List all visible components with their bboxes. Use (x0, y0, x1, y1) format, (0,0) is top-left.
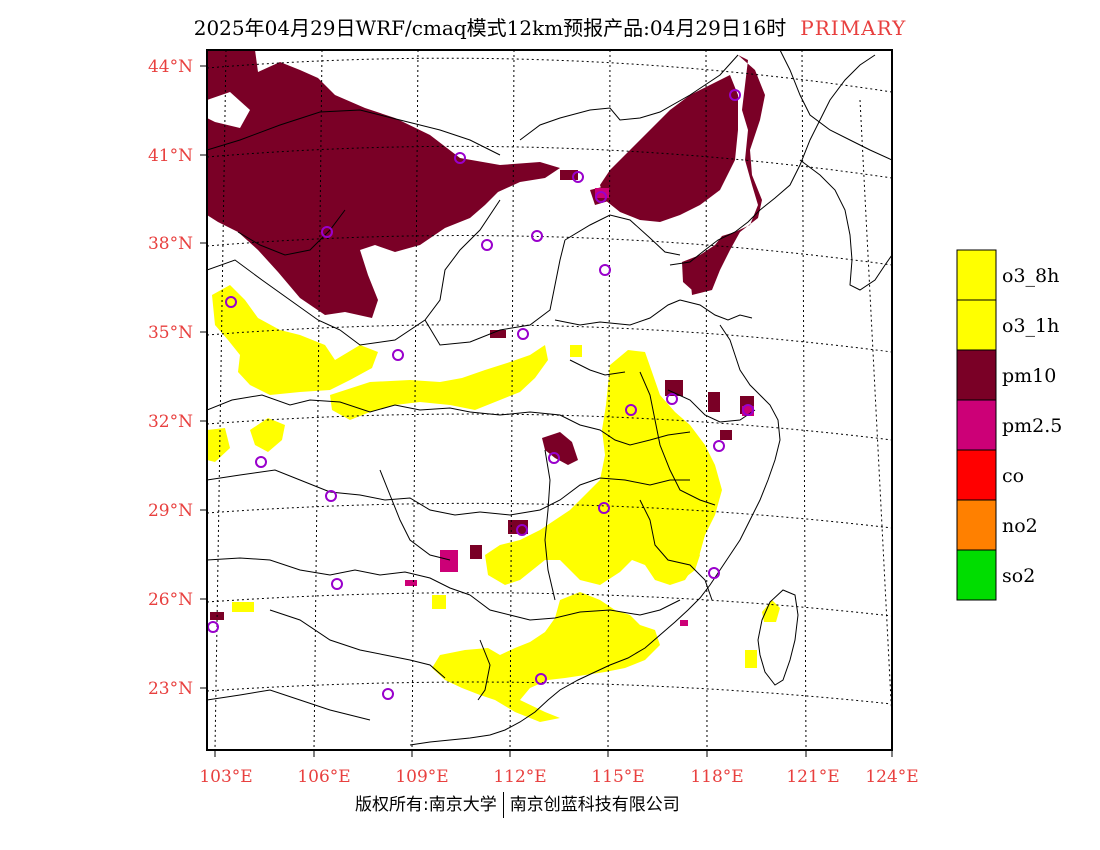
o3-sichuan-patch (250, 418, 285, 452)
legend-swatch (956, 249, 997, 301)
legend-swatch (956, 349, 997, 401)
copyright-footer: 版权所有:南京大学 南京创蓝科技有限公司 (355, 790, 680, 818)
lat-label: 44°N (148, 57, 193, 77)
pm10-northeast-region (690, 55, 765, 295)
graticule (207, 50, 892, 750)
o3-shaanxi-band (330, 345, 548, 420)
lat-label: 35°N (148, 323, 193, 343)
o3-west-edge-patch (207, 428, 230, 462)
coastline (409, 50, 892, 746)
legend: o3_8h o3_1h pm10 pm2.5 co no2 so2 (956, 249, 1062, 601)
legend-label: co (1002, 465, 1024, 487)
map-frame (206, 49, 893, 751)
legend-swatch (956, 449, 997, 501)
lat-label: 32°N (148, 412, 193, 432)
lat-label: 38°N (148, 234, 193, 254)
lon-label: 112°E (493, 767, 546, 787)
legend-swatch (956, 399, 997, 451)
map-area (207, 50, 892, 750)
lat-label: 26°N (148, 590, 193, 610)
o3-taiwan-strait-patch (762, 600, 780, 622)
pm10-hubei-patch (542, 432, 578, 465)
lon-label: 103°E (199, 767, 252, 787)
o3-south-china-region (432, 592, 660, 722)
pm25-patch (440, 550, 458, 572)
title-text: 2025年04月29日WRF/cmaq模式12km预报产品:04月29日16时 (193, 16, 787, 40)
province-borders (207, 54, 756, 721)
lon-label: 121°E (786, 767, 839, 787)
title-tag: PRIMARY (800, 16, 907, 40)
legend-label: pm2.5 (1002, 415, 1062, 437)
legend-swatch (956, 299, 997, 351)
legend-label: o3_8h (1002, 265, 1059, 287)
legend-label: so2 (1002, 565, 1035, 587)
lon-axis: 103°E 106°E 109°E 112°E 115°E 118°E 121°… (199, 750, 919, 787)
taiwan-island (757, 589, 799, 686)
lat-label: 23°N (148, 679, 193, 699)
city-markers (207, 89, 754, 700)
lon-label: 118°E (690, 767, 743, 787)
lat-axis: 44°N 41°N 38°N 35°N 32°N 29°N 26°N 23°N (148, 57, 207, 699)
o3-east-central-region (485, 350, 722, 585)
korea-peninsula (799, 159, 892, 291)
o3-fujian-patch (650, 532, 700, 580)
legend-label: o3_1h (1002, 315, 1059, 337)
pm10-shandong-patch (682, 255, 706, 290)
footer-left: 版权所有:南京大学 (355, 795, 497, 815)
pm10-inner-mongolia-patch (207, 92, 250, 128)
lon-label: 115°E (591, 767, 644, 787)
map-title: 2025年04月29日WRF/cmaq模式12km预报产品:04月29日16时 P… (0, 12, 1100, 41)
pm25-patch (742, 406, 754, 416)
pm25-patch (405, 580, 417, 586)
o3-qinghai-gansu-region (212, 285, 378, 395)
legend-label: no2 (1002, 515, 1038, 537)
lat-label: 29°N (148, 501, 193, 521)
legend-swatch (956, 499, 997, 551)
lon-label: 106°E (297, 767, 350, 787)
pm10-liaoning-region (600, 75, 738, 222)
lon-label: 109°E (395, 767, 448, 787)
lon-label: 124°E (865, 767, 918, 787)
footer-right: 南京创蓝科技有限公司 (509, 795, 680, 815)
pm10-northwest-region (207, 50, 560, 318)
lat-label: 41°N (148, 146, 193, 166)
pm25-patch (680, 620, 688, 626)
legend-label: pm10 (1002, 365, 1056, 387)
o3-regions (207, 285, 780, 722)
footer-divider (502, 792, 504, 818)
legend-swatch (956, 549, 997, 601)
